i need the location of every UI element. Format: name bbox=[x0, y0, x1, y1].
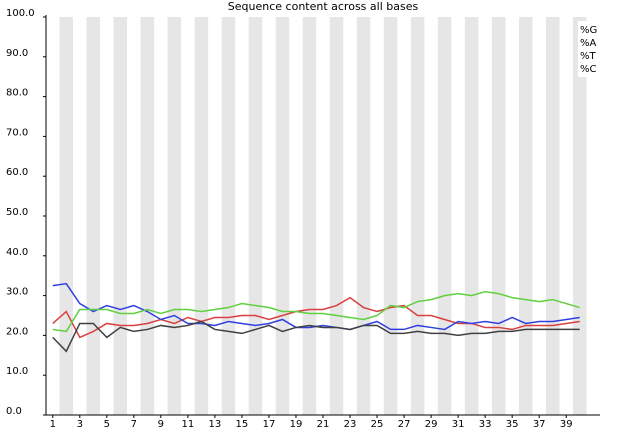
y-tick-label: 60.0 bbox=[6, 167, 28, 178]
x-tick-label: 13 bbox=[209, 419, 222, 430]
y-tick-label: 10.0 bbox=[6, 366, 28, 377]
x-tick-label: 39 bbox=[560, 419, 573, 430]
series-line bbox=[52, 296, 580, 339]
x-tick-label: 23 bbox=[344, 419, 357, 430]
band-stripe bbox=[410, 17, 425, 415]
x-tick-label: 5 bbox=[104, 419, 110, 430]
x-tick-label: 17 bbox=[263, 419, 276, 430]
band-stripe bbox=[464, 17, 479, 415]
x-tick-label: 33 bbox=[479, 419, 492, 430]
band-stripe bbox=[491, 17, 506, 415]
band-stripe bbox=[275, 17, 290, 415]
x-tick-label: 11 bbox=[182, 419, 195, 430]
y-tick-label: 50.0 bbox=[6, 207, 28, 218]
band-stripe bbox=[167, 17, 182, 415]
band-stripe bbox=[140, 17, 155, 415]
legend-label: %G bbox=[580, 25, 597, 36]
band-stripe bbox=[572, 17, 587, 415]
x-tick-label: 1 bbox=[50, 419, 56, 430]
x-tick-label: 3 bbox=[77, 419, 83, 430]
band-stripe bbox=[302, 17, 317, 415]
y-tick-label: 20.0 bbox=[6, 326, 28, 337]
y-tick-label: 100.0 bbox=[6, 8, 35, 19]
y-tick-label: 30.0 bbox=[6, 287, 28, 298]
y-tick-label: 0.0 bbox=[6, 406, 22, 417]
legend-label: %C bbox=[580, 64, 597, 75]
legend-label: %A bbox=[580, 38, 597, 49]
x-tick-label: 25 bbox=[371, 419, 384, 430]
band-stripe bbox=[356, 17, 371, 415]
series-line bbox=[52, 290, 580, 333]
y-tick-label: 80.0 bbox=[6, 88, 28, 99]
band-stripe bbox=[383, 17, 398, 415]
series-line bbox=[52, 320, 580, 353]
legend-label: %T bbox=[580, 51, 597, 62]
band-stripe bbox=[221, 17, 236, 415]
y-tick-label: 70.0 bbox=[6, 127, 28, 138]
band-stripe bbox=[329, 17, 344, 415]
x-tick-label: 21 bbox=[317, 419, 330, 430]
band-stripe bbox=[545, 17, 560, 415]
band-stripe bbox=[437, 17, 452, 415]
band-stripe bbox=[59, 17, 74, 415]
band-stripe bbox=[518, 17, 533, 415]
band-stripe bbox=[194, 17, 209, 415]
x-tick-label: 19 bbox=[290, 419, 303, 430]
y-tick-label: 90.0 bbox=[6, 48, 28, 59]
legend-box bbox=[578, 21, 598, 77]
x-tick-label: 9 bbox=[158, 419, 164, 430]
band-stripe bbox=[113, 17, 128, 415]
y-tick-label: 40.0 bbox=[6, 247, 28, 258]
x-tick-label: 35 bbox=[506, 419, 519, 430]
x-tick-label: 31 bbox=[452, 419, 465, 430]
band-stripe bbox=[248, 17, 263, 415]
x-tick-label: 27 bbox=[398, 419, 411, 430]
x-tick-label: 15 bbox=[236, 419, 249, 430]
x-tick-label: 37 bbox=[533, 419, 546, 430]
x-tick-label: 29 bbox=[425, 419, 438, 430]
x-tick-label: 7 bbox=[131, 419, 137, 430]
chart-title: Sequence content across all bases bbox=[228, 0, 419, 13]
band-stripe bbox=[86, 17, 101, 415]
